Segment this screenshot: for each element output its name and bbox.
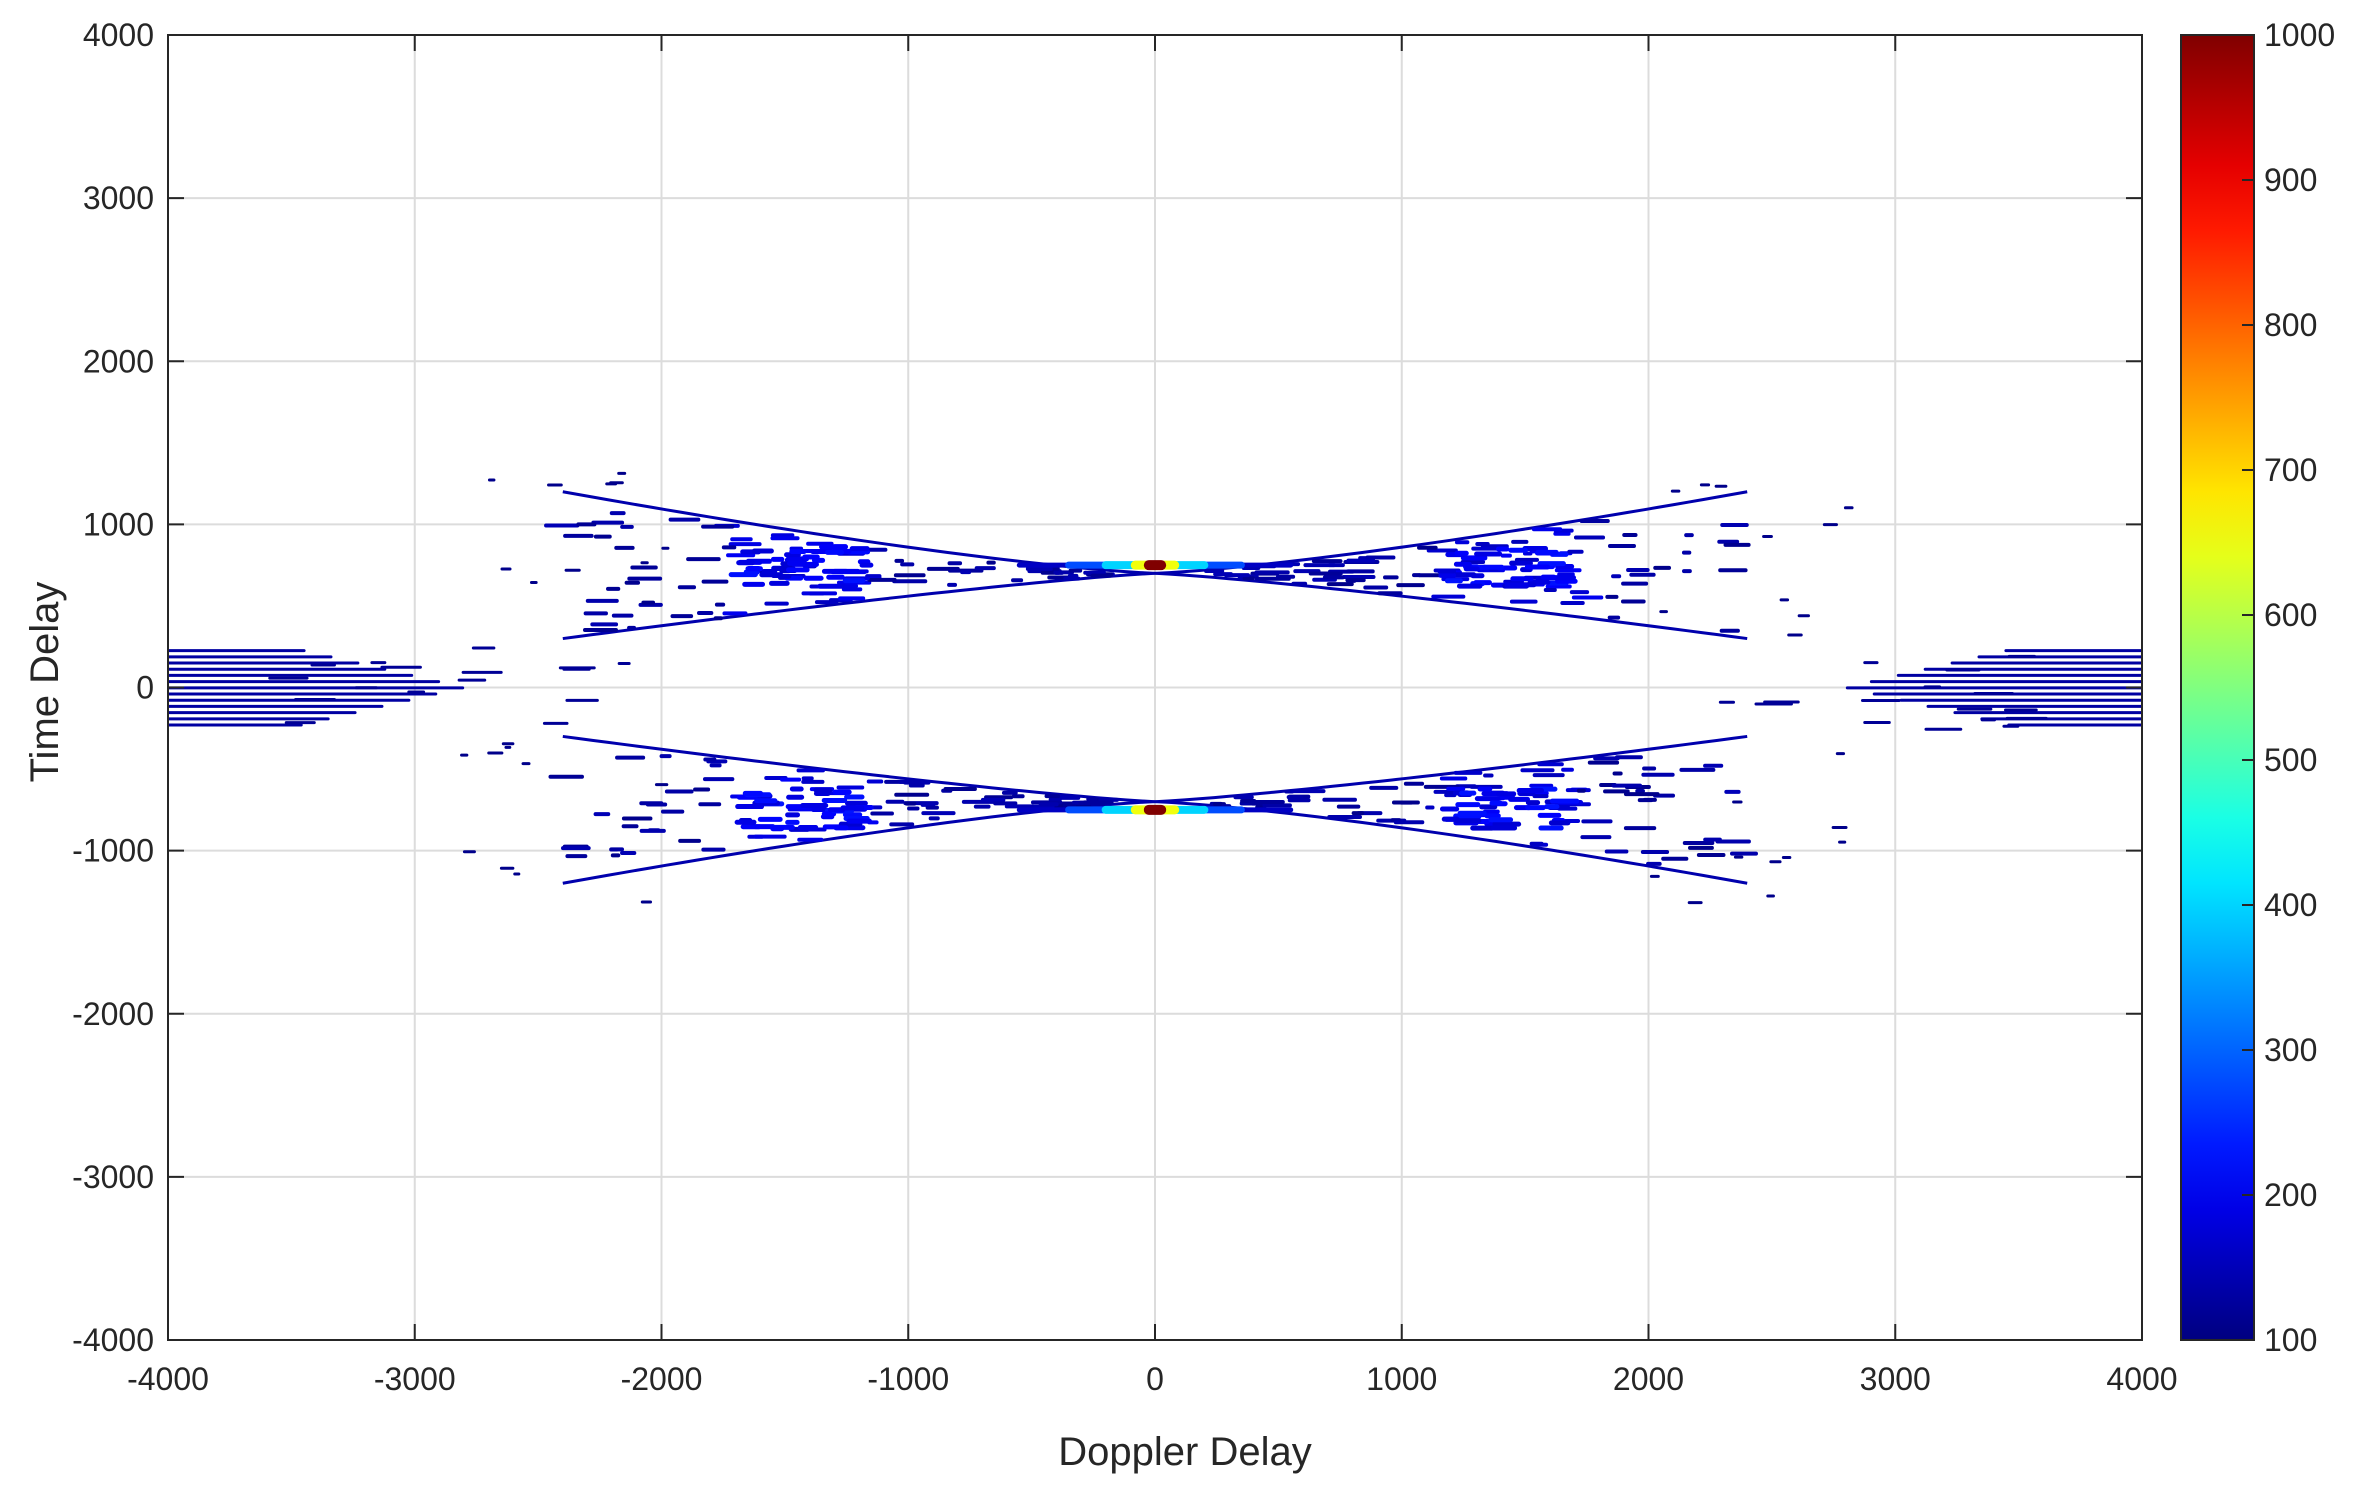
colorbar-tick-label: 100 bbox=[2264, 1322, 2317, 1358]
x-tick-label: 0 bbox=[1146, 1361, 1164, 1397]
x-axis-label: Doppler Delay bbox=[1058, 1430, 1311, 1474]
y-tick-label: -3000 bbox=[72, 1159, 154, 1195]
x-tick-label: -1000 bbox=[867, 1361, 949, 1397]
y-tick-label: 3000 bbox=[83, 180, 154, 216]
y-tick-label: -1000 bbox=[72, 833, 154, 869]
colorbar-tick-label: 200 bbox=[2264, 1177, 2317, 1213]
x-tick-label: 1000 bbox=[1366, 1361, 1437, 1397]
colorbar-tick-label: 1000 bbox=[2264, 17, 2335, 53]
axes bbox=[167, 34, 2143, 1341]
colorbar-tick-label: 900 bbox=[2264, 162, 2317, 198]
y-axis-label: Time Delay bbox=[23, 582, 67, 783]
heatmap-data bbox=[168, 471, 2142, 905]
y-tick-label: 4000 bbox=[83, 17, 154, 53]
heatmap-ridge bbox=[562, 734, 1156, 804]
x-tick-label: -2000 bbox=[621, 1361, 703, 1397]
x-tick-label: 3000 bbox=[1860, 1361, 1931, 1397]
colorbar: 100 200 300 400 500 600 700 800 900 1000 bbox=[2180, 17, 2335, 1358]
colorbar-tick-label: 600 bbox=[2264, 597, 2317, 633]
tick-labels: -4000 -3000 -2000 -1000 0 1000 2000 3000 4000 -40… bbox=[72, 17, 2177, 1397]
y-tick-label: -2000 bbox=[72, 996, 154, 1032]
x-tick-label: 2000 bbox=[1613, 1361, 1684, 1397]
heatmap-ridge bbox=[1154, 571, 1748, 641]
y-tick-label: 0 bbox=[136, 670, 154, 706]
colorbar-tick-label: 500 bbox=[2264, 742, 2317, 778]
colorbar-tick-label: 400 bbox=[2264, 887, 2317, 923]
y-tick-label: -4000 bbox=[72, 1322, 154, 1358]
heatmap-ridge bbox=[1154, 734, 1748, 804]
y-tick-label: 1000 bbox=[83, 506, 154, 542]
y-tick-label: 2000 bbox=[83, 343, 154, 379]
colorbar-tick-label: 700 bbox=[2264, 452, 2317, 488]
x-tick-label: -4000 bbox=[127, 1361, 209, 1397]
colorbar-gradient bbox=[2180, 34, 2255, 1341]
colorbar-tick-label: 800 bbox=[2264, 307, 2317, 343]
x-tick-label: 4000 bbox=[2106, 1361, 2177, 1397]
colorbar-tick-label: 300 bbox=[2264, 1032, 2317, 1068]
x-tick-label: -3000 bbox=[374, 1361, 456, 1397]
heatmap-ridge bbox=[562, 571, 1156, 641]
